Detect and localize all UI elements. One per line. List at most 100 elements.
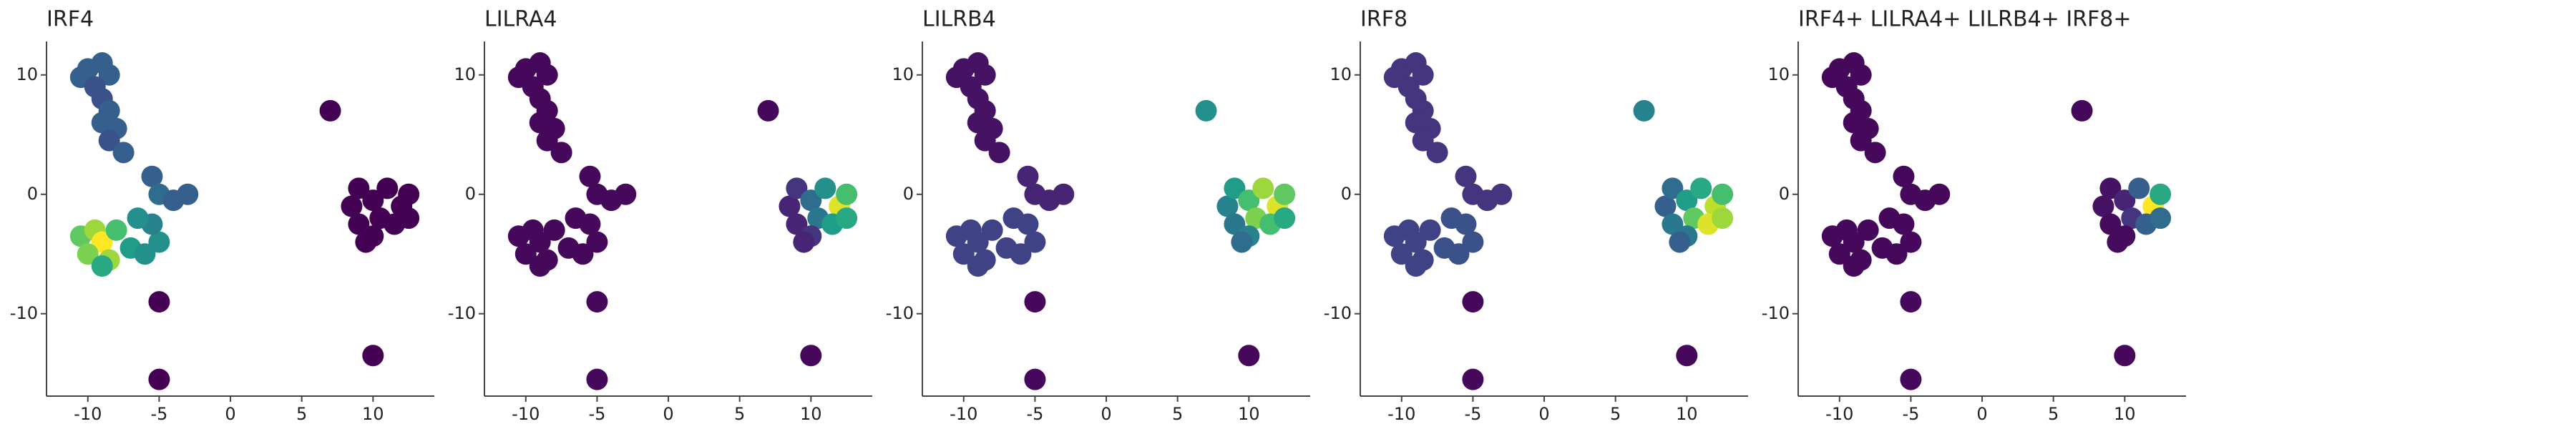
point [2150, 207, 2172, 230]
point [91, 231, 113, 253]
point [836, 207, 858, 230]
point [112, 142, 135, 164]
x-tick-label: -5 [1464, 404, 1481, 424]
point [1455, 165, 1477, 187]
point [1224, 213, 1246, 235]
point [2071, 99, 2093, 122]
point [1231, 231, 1253, 253]
point [529, 255, 551, 277]
y-tick-label: -10 [886, 303, 914, 323]
point [565, 207, 587, 230]
y-tick-label: -10 [10, 303, 38, 323]
x-tick-label: 10 [800, 404, 822, 424]
point [1405, 231, 1427, 253]
point [1633, 99, 1655, 122]
point [376, 177, 399, 199]
point [1900, 368, 1922, 390]
point [1274, 207, 1296, 230]
point [1662, 213, 1684, 235]
point [127, 207, 149, 230]
point [148, 368, 170, 390]
point [1405, 255, 1427, 277]
point [1893, 165, 1915, 187]
point [981, 219, 1003, 241]
point [836, 183, 858, 205]
point [1662, 177, 1684, 199]
point [177, 183, 199, 205]
x-tick-label: -5 [1902, 404, 1919, 424]
point [1053, 183, 1075, 205]
point [1690, 177, 1712, 199]
point [1491, 183, 1513, 205]
point [1843, 231, 1865, 253]
point [967, 231, 989, 253]
point [1850, 64, 1872, 86]
point [529, 231, 551, 253]
point [1850, 129, 1872, 152]
point [974, 129, 996, 152]
point [1390, 243, 1413, 265]
point [586, 231, 608, 253]
x-tick-label: 5 [296, 404, 307, 424]
point [579, 165, 601, 187]
point [2114, 189, 2136, 212]
point [398, 207, 420, 230]
x-tick-label: -10 [512, 404, 540, 424]
point [952, 243, 975, 265]
point [398, 183, 420, 205]
point [1669, 231, 1691, 253]
y-tick-label: 10 [16, 64, 38, 84]
point [793, 231, 815, 253]
y-tick-label: 0 [1341, 184, 1352, 204]
point [1654, 195, 1677, 217]
x-tick-label: 0 [225, 404, 235, 424]
point [974, 64, 996, 86]
y-tick-label: 0 [1779, 184, 1790, 204]
point [1462, 368, 1484, 390]
point [586, 291, 608, 313]
point [514, 243, 537, 265]
point [1195, 99, 1217, 122]
point [1024, 291, 1046, 313]
point [1024, 368, 1046, 390]
point [1002, 207, 1025, 230]
point [2107, 231, 2129, 253]
point [1928, 183, 1951, 205]
point [536, 64, 558, 86]
point [572, 243, 594, 265]
x-tick-label: 5 [2048, 404, 2059, 424]
y-tick-label: 10 [1330, 64, 1352, 84]
point [77, 243, 99, 265]
point [1419, 219, 1441, 241]
point [105, 219, 127, 241]
panel: IRF8 -10 -5 0 5 10 -10 0 10 [1324, 7, 1748, 424]
x-tick-label: 5 [1172, 404, 1183, 424]
point [1238, 189, 1260, 212]
point [2114, 345, 2136, 367]
point [1238, 345, 1260, 367]
point [1462, 231, 1484, 253]
point [814, 177, 836, 199]
y-tick-label: 10 [454, 64, 476, 84]
point [1252, 177, 1274, 199]
point [1900, 231, 1922, 253]
point [148, 291, 170, 313]
x-tick-label: 10 [1676, 404, 1698, 424]
point [800, 189, 822, 212]
x-tick-label: -5 [150, 404, 167, 424]
point [362, 345, 384, 367]
point [134, 243, 156, 265]
point [2150, 183, 2172, 205]
point [1878, 207, 1901, 230]
point [1857, 219, 1879, 241]
x-tick-label: 0 [1976, 404, 1987, 424]
y-tick-label: -10 [1762, 303, 1790, 323]
panel: LILRA4 -10 -5 0 5 10 -10 0 10 [448, 7, 872, 424]
point [1412, 64, 1434, 86]
x-tick-label: 5 [1610, 404, 1621, 424]
point [543, 219, 565, 241]
point [1828, 243, 1850, 265]
x-tick-label: 5 [734, 404, 745, 424]
panel-title: IRF4 [47, 7, 94, 32]
